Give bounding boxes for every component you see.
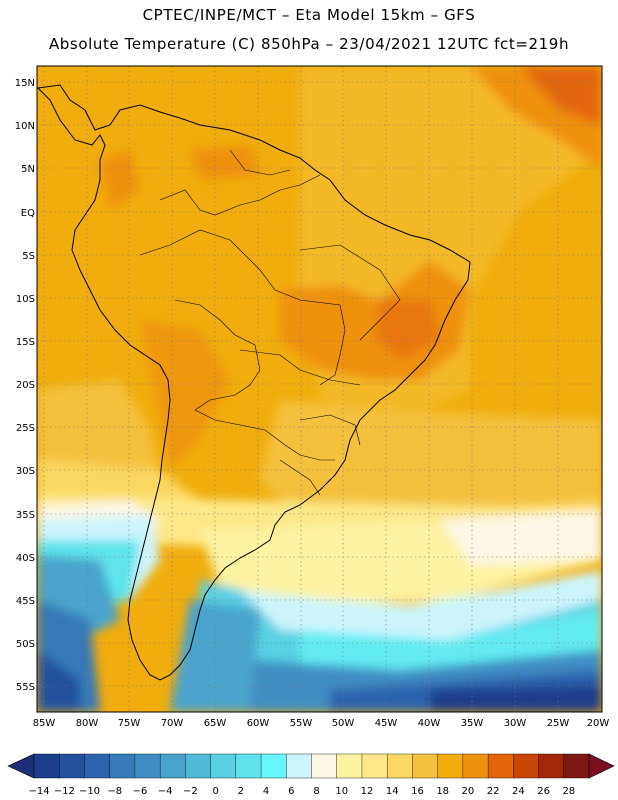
lon-label: 65W <box>204 718 227 729</box>
colorbar-cell <box>563 753 590 779</box>
colorbar-label: −12 <box>54 786 75 797</box>
colorbar-cell <box>462 753 489 779</box>
field-andes-north <box>100 150 140 210</box>
field-atl-sub <box>260 400 602 520</box>
lat-label: EQ <box>21 208 35 219</box>
colorbar-label: −2 <box>183 786 198 797</box>
colorbar-label: 0 <box>212 786 218 797</box>
lat-label: 50S <box>16 639 35 650</box>
colorbar-label: −8 <box>107 786 122 797</box>
chart-subtitle: Absolute Temperature (C) 850hPa – 23/04/… <box>48 35 570 53</box>
lon-label: 40W <box>418 718 441 729</box>
lon-label: 85W <box>33 718 56 729</box>
map-frame <box>36 65 603 713</box>
colorbar-label: −10 <box>79 786 100 797</box>
colorbar-label: 10 <box>335 786 348 797</box>
colorbar-label: 26 <box>537 786 550 797</box>
colorbar-right-arrow <box>588 753 615 779</box>
field-venezuela <box>190 145 260 180</box>
colorbar-cell <box>159 753 186 779</box>
colorbar-label: 2 <box>238 786 244 797</box>
country-borders <box>139 149 401 496</box>
lon-label: 20W <box>587 718 610 729</box>
lon-label: 50W <box>332 718 355 729</box>
field-ne-hot <box>520 66 602 125</box>
lat-label: 15S <box>16 337 35 348</box>
colorbar-label: 28 <box>562 786 575 797</box>
chart-title: CPTEC/INPE/MCT – Eta Model 15km – GFS <box>142 6 476 24</box>
colorbar-label: 16 <box>411 786 424 797</box>
colorbar-cell <box>185 753 212 779</box>
lon-label: 30W <box>504 718 527 729</box>
colorbar-label: 12 <box>361 786 374 797</box>
colorbar-cell <box>59 753 85 779</box>
lat-label: 35S <box>16 510 35 521</box>
lat-label: 10S <box>16 294 35 305</box>
lat-label: 45S <box>16 596 35 607</box>
lat-label: 40S <box>16 553 35 564</box>
field-atl-cold-0 <box>240 570 602 640</box>
colorbar: −14 −12 −10 −8 −6 −4 −2 0 2 4 6 8 10 12 14 16 18 20 22 24 26… <box>7 753 615 797</box>
colorbar-cell <box>361 753 388 779</box>
colorbar-label: 24 <box>512 786 525 797</box>
colorbar-cell <box>235 753 262 779</box>
colorbar-cell <box>412 753 439 779</box>
colorbar-labels: −14 −12 −10 −8 −6 −4 −2 0 2 4 6 8 10 12 14 16 18 20 22 24 26… <box>28 786 575 797</box>
colorbar-label: 4 <box>263 786 269 797</box>
colorbar-cell <box>513 753 540 779</box>
colorbar-cell <box>538 753 565 779</box>
colorbar-label: −4 <box>158 786 173 797</box>
lat-label: 30S <box>16 466 35 477</box>
colorbar-label: −6 <box>133 786 148 797</box>
lat-label: 20S <box>16 380 35 391</box>
colorbar-cell <box>286 753 312 779</box>
field-atl-cold-4 <box>430 685 602 712</box>
lon-label: 70W <box>161 718 184 729</box>
lat-label: 5N <box>21 164 35 175</box>
lon-label: 55W <box>290 718 313 729</box>
lon-label: 60W <box>247 718 270 729</box>
lon-label: 25W <box>547 718 570 729</box>
colorbar-label: 22 <box>487 786 500 797</box>
colorbar-label: 20 <box>462 786 475 797</box>
lat-label: 5S <box>22 251 35 262</box>
south-america-coast <box>37 84 471 681</box>
lat-label: 25S <box>16 423 35 434</box>
colorbar-label: 14 <box>386 786 399 797</box>
lon-label: 75W <box>118 718 141 729</box>
colorbar-cell <box>437 753 464 779</box>
colorbar-cell <box>109 753 136 779</box>
colorbar-label: 8 <box>313 786 319 797</box>
lat-label: 10N <box>15 121 35 132</box>
temperature-field <box>37 66 602 712</box>
colorbar-cell <box>84 753 111 779</box>
field-atl-white <box>440 510 602 565</box>
colorbar-cell <box>210 753 237 779</box>
field-brazil-hot <box>375 300 440 360</box>
colorbar-cell <box>311 753 338 779</box>
colorbar-label: 18 <box>436 786 449 797</box>
colorbar-cell <box>33 753 60 779</box>
colorbar-cell <box>386 753 413 779</box>
lon-axis: 85W 80W 75W 70W 65W 60W 55W 50W 45W 40W … <box>33 718 610 729</box>
lon-label: 35W <box>461 718 484 729</box>
colorbar-cell <box>487 753 514 779</box>
colorbar-cell <box>336 753 363 779</box>
colorbar-label: −14 <box>28 786 49 797</box>
coastlines <box>37 84 471 681</box>
colorbar-cell <box>134 753 161 779</box>
lon-label: 45W <box>375 718 398 729</box>
colorbar-left-arrow <box>7 753 35 779</box>
colorbar-cell <box>260 753 287 779</box>
lat-axis: 15N 10N 5N EQ 5S 10S 15S 20S 25S 30S 35S… <box>15 78 35 693</box>
field-andes-central <box>140 320 230 470</box>
field-cold-5 <box>37 650 80 712</box>
colorbar-cells <box>33 753 590 779</box>
colorbar-label: 6 <box>288 786 294 797</box>
lat-label: 55S <box>16 682 35 693</box>
lat-label: 15N <box>15 78 35 89</box>
lon-label: 80W <box>76 718 99 729</box>
field-brazil-warm <box>280 260 470 380</box>
